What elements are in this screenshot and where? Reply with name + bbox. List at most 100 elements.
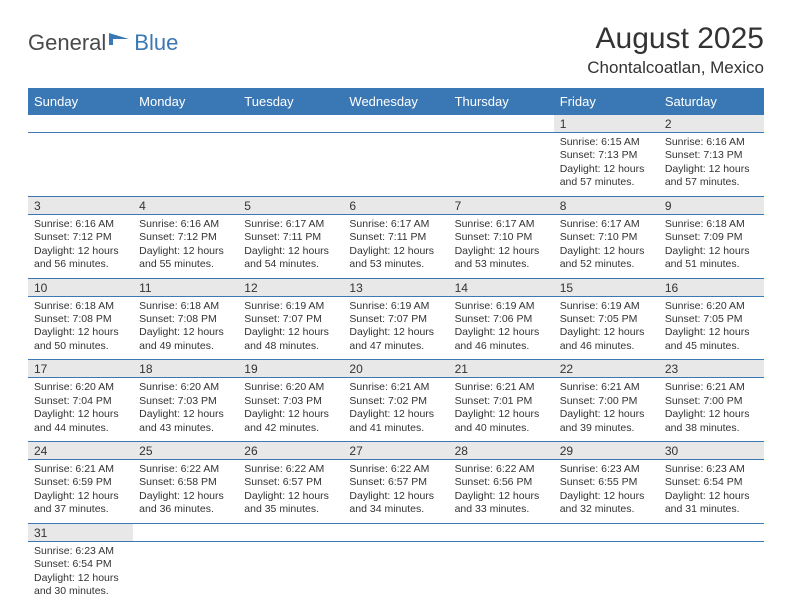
detail-line: and 48 minutes.	[244, 340, 337, 353]
logo-text-blue: Blue	[134, 30, 178, 56]
detail-line: Sunset: 6:56 PM	[455, 476, 548, 489]
detail-line: Sunset: 6:57 PM	[244, 476, 337, 489]
day-number: 24	[28, 442, 133, 459]
detail-line: Daylight: 12 hours	[244, 326, 337, 339]
week-row: Sunrise: 6:20 AM Sunset: 7:04 PM Daylight:…	[28, 378, 764, 442]
detail-line: Sunset: 7:13 PM	[560, 149, 653, 162]
day-details: Sunrise: 6:16 AMSunset: 7:13 PMDaylight:…	[665, 136, 758, 190]
day-cell: Sunrise: 6:16 AMSunset: 7:12 PMDaylight:…	[133, 215, 238, 278]
detail-line: Sunset: 6:57 PM	[349, 476, 442, 489]
day-cell: Sunrise: 6:17 AMSunset: 7:10 PMDaylight:…	[554, 215, 659, 278]
detail-line: and 53 minutes.	[455, 258, 548, 271]
detail-line: and 51 minutes.	[665, 258, 758, 271]
detail-line: Sunset: 7:04 PM	[34, 395, 127, 408]
detail-line: Sunrise: 6:19 AM	[244, 300, 337, 313]
day-cell: Sunrise: 6:19 AMSunset: 7:06 PMDaylight:…	[449, 297, 554, 360]
detail-line: Daylight: 12 hours	[665, 245, 758, 258]
day-cell: Sunrise: 6:23 AMSunset: 6:54 PMDaylight:…	[659, 460, 764, 523]
day-number: 27	[343, 442, 448, 459]
day-number: 1	[554, 115, 659, 132]
detail-line: and 57 minutes.	[665, 176, 758, 189]
detail-line: Daylight: 12 hours	[665, 408, 758, 421]
detail-line: and 57 minutes.	[560, 176, 653, 189]
day-cell	[343, 542, 448, 605]
detail-line: Sunset: 7:09 PM	[665, 231, 758, 244]
day-number	[449, 115, 554, 132]
detail-line: Sunset: 7:00 PM	[665, 395, 758, 408]
detail-line: Daylight: 12 hours	[560, 163, 653, 176]
day-details: Sunrise: 6:15 AMSunset: 7:13 PMDaylight:…	[560, 136, 653, 190]
detail-line: Sunrise: 6:17 AM	[244, 218, 337, 231]
day-number: 23	[659, 360, 764, 377]
day-cell	[659, 542, 764, 605]
day-details: Sunrise: 6:21 AMSunset: 7:00 PMDaylight:…	[560, 381, 653, 435]
detail-line: and 32 minutes.	[560, 503, 653, 516]
detail-line: Daylight: 12 hours	[139, 245, 232, 258]
day-cell	[238, 133, 343, 196]
detail-line: Sunrise: 6:23 AM	[560, 463, 653, 476]
day-number: 19	[238, 360, 343, 377]
detail-line: Sunrise: 6:21 AM	[560, 381, 653, 394]
day-cell: Sunrise: 6:17 AMSunset: 7:10 PMDaylight:…	[449, 215, 554, 278]
detail-line: and 36 minutes.	[139, 503, 232, 516]
day-number	[343, 524, 448, 541]
day-details: Sunrise: 6:18 AMSunset: 7:08 PMDaylight:…	[34, 300, 127, 354]
day-number: 11	[133, 279, 238, 296]
detail-line: Sunset: 7:12 PM	[34, 231, 127, 244]
detail-line: Sunset: 6:58 PM	[139, 476, 232, 489]
detail-line: Daylight: 12 hours	[665, 326, 758, 339]
detail-line: Sunrise: 6:22 AM	[139, 463, 232, 476]
day-cell: Sunrise: 6:21 AMSunset: 6:59 PMDaylight:…	[28, 460, 133, 523]
day-header: Wednesday	[343, 88, 448, 115]
detail-line: Sunset: 6:54 PM	[34, 558, 127, 571]
day-details: Sunrise: 6:16 AMSunset: 7:12 PMDaylight:…	[139, 218, 232, 272]
detail-line: Daylight: 12 hours	[244, 490, 337, 503]
day-number: 26	[238, 442, 343, 459]
day-number	[133, 524, 238, 541]
flag-icon	[109, 31, 131, 52]
day-cell	[133, 133, 238, 196]
week-daynum-row: 10111213141516	[28, 279, 764, 297]
day-cell	[449, 133, 554, 196]
detail-line: and 42 minutes.	[244, 422, 337, 435]
day-cell: Sunrise: 6:21 AMSunset: 7:00 PMDaylight:…	[554, 378, 659, 441]
week-row: Sunrise: 6:16 AMSunset: 7:12 PMDaylight:…	[28, 215, 764, 279]
detail-line: and 34 minutes.	[349, 503, 442, 516]
detail-line: Sunrise: 6:21 AM	[34, 463, 127, 476]
day-cell	[449, 542, 554, 605]
detail-line: and 33 minutes.	[455, 503, 548, 516]
detail-line: Sunrise: 6:20 AM	[244, 381, 337, 394]
day-number: 7	[449, 197, 554, 214]
day-number: 9	[659, 197, 764, 214]
detail-line: and 35 minutes.	[244, 503, 337, 516]
day-details: Sunrise: 6:22 AMSunset: 6:57 PMDaylight:…	[349, 463, 442, 517]
week-row: Sunrise: 6:21 AMSunset: 6:59 PMDaylight:…	[28, 460, 764, 524]
day-number: 31	[28, 524, 133, 541]
day-number	[449, 524, 554, 541]
day-cell: Sunrise: 6:21 AMSunset: 7:02 PMDaylight:…	[343, 378, 448, 441]
detail-line: Sunset: 7:05 PM	[665, 313, 758, 326]
detail-line: Daylight: 12 hours	[560, 408, 653, 421]
detail-line: Daylight: 12 hours	[349, 408, 442, 421]
detail-line: Daylight: 12 hours	[455, 245, 548, 258]
day-number: 16	[659, 279, 764, 296]
week-daynum-row: 12	[28, 115, 764, 133]
day-number	[238, 524, 343, 541]
day-number: 21	[449, 360, 554, 377]
location: Chontalcoatlan, Mexico	[587, 58, 764, 78]
detail-line: Sunrise: 6:21 AM	[349, 381, 442, 394]
detail-line: Sunrise: 6:16 AM	[34, 218, 127, 231]
day-cell: Sunrise: 6:23 AMSunset: 6:55 PMDaylight:…	[554, 460, 659, 523]
day-cell: Sunrise: 6:20 AMSunset: 7:05 PMDaylight:…	[659, 297, 764, 360]
detail-line: Sunset: 7:12 PM	[139, 231, 232, 244]
day-details: Sunrise: 6:23 AMSunset: 6:55 PMDaylight:…	[560, 463, 653, 517]
day-number	[28, 115, 133, 132]
day-number: 14	[449, 279, 554, 296]
day-number: 2	[659, 115, 764, 132]
day-cell	[554, 542, 659, 605]
day-cell: Sunrise: 6:19 AMSunset: 7:07 PMDaylight:…	[238, 297, 343, 360]
day-details: Sunrise: 6:17 AMSunset: 7:10 PMDaylight:…	[455, 218, 548, 272]
day-details: Sunrise: 6:20 AMSunset: 7:04 PMDaylight:…	[34, 381, 127, 435]
detail-line: Sunrise: 6:17 AM	[455, 218, 548, 231]
calendar-day-headers: SundayMondayTuesdayWednesdayThursdayFrid…	[28, 88, 764, 115]
